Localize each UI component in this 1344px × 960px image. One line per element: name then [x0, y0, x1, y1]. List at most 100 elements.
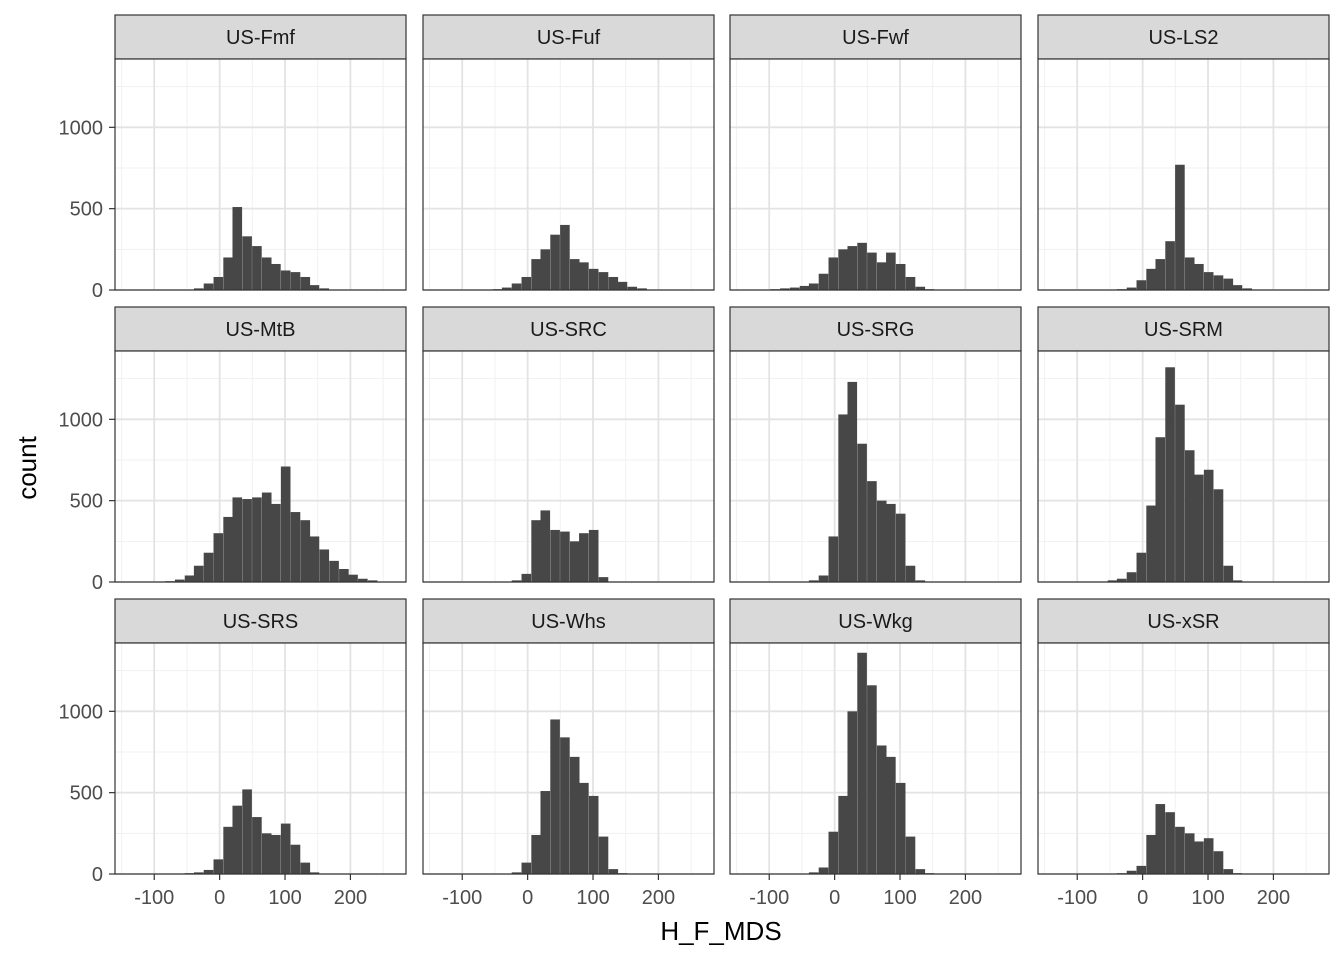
histogram-bar: [1126, 287, 1137, 290]
histogram-bar: [1203, 469, 1214, 582]
histogram-bar: [348, 574, 358, 582]
histogram-bar: [1194, 474, 1204, 582]
histogram-bar: [857, 652, 867, 874]
histogram-bar: [867, 252, 877, 290]
histogram-bar: [1223, 565, 1234, 582]
histogram-bar: [608, 276, 619, 290]
histogram-bar: [1203, 838, 1214, 874]
panel-border: [729, 350, 1022, 583]
histogram-bar: [560, 737, 570, 874]
facet-plot-area: -100 0 100 200: [729, 642, 1022, 909]
histogram-bar: [895, 782, 906, 874]
histogram-bar: [808, 283, 819, 290]
facet-strip-label: US-Fuf: [537, 27, 601, 49]
x-tick-label: 100: [1191, 887, 1224, 909]
histogram-bar: [280, 466, 291, 582]
x-tick-label: 0: [214, 887, 225, 909]
y-tick-label: 1000: [59, 701, 104, 723]
histogram-bar: [627, 286, 638, 290]
facet-strip-label: US-Fwf: [842, 27, 909, 49]
y-tick-label: 500: [70, 783, 103, 805]
facet-plot-area: [1037, 350, 1330, 583]
panel-border: [1037, 58, 1330, 291]
panel-border: [729, 642, 1022, 875]
histogram-bar: [588, 529, 599, 582]
histogram-bar: [521, 573, 532, 582]
histogram-bar: [521, 862, 532, 874]
x-tick-label: -100: [749, 887, 789, 909]
histogram-bar: [867, 685, 877, 874]
histogram-bar: [808, 580, 819, 582]
histogram-bar: [789, 287, 800, 290]
histogram-bar: [1184, 450, 1195, 582]
histogram-bar: [1194, 263, 1204, 290]
histogram-bar: [617, 281, 628, 290]
histogram-bar: [1126, 870, 1137, 874]
histogram-bar: [1175, 164, 1185, 290]
y-axis-title: count: [12, 435, 42, 499]
panel-border: [1037, 350, 1330, 583]
histogram-bar: [886, 756, 896, 874]
facet-strip: [729, 598, 1022, 644]
histogram-bar: [915, 580, 926, 582]
histogram-bar: [847, 246, 858, 290]
histogram-bar: [1242, 288, 1253, 290]
histogram-bar: [1165, 367, 1175, 582]
histogram-bar: [511, 580, 522, 582]
facet-strip-label: US-Whs: [531, 611, 605, 633]
histogram-bar: [290, 844, 301, 874]
histogram-bar: [242, 499, 252, 582]
histogram-bar: [213, 276, 224, 290]
histogram-bar: [808, 872, 819, 874]
x-tick-label: 200: [1257, 887, 1290, 909]
histogram-bar: [511, 283, 522, 290]
histogram-bar: [242, 236, 252, 290]
histogram-bar: [569, 756, 580, 874]
histogram-bar: [1213, 489, 1224, 582]
histogram-bar: [252, 497, 262, 582]
histogram-bar: [309, 285, 320, 290]
histogram-bar: [828, 831, 839, 874]
facet-panel: US-SRS 0 500 1000 -100 0 100 200: [59, 598, 407, 909]
histogram-bar: [290, 272, 301, 290]
x-tick-label: -100: [442, 887, 482, 909]
histogram-bar: [857, 443, 867, 582]
histogram-bar: [1213, 851, 1224, 874]
histogram-bar: [598, 577, 609, 582]
histogram-bar: [203, 283, 214, 290]
histogram-bar: [579, 782, 589, 874]
histogram-bar: [1146, 834, 1156, 874]
histogram-bar: [540, 510, 551, 582]
histogram-bar: [905, 276, 916, 290]
histogram-bar: [329, 560, 339, 582]
histogram-bar: [1203, 272, 1214, 290]
histogram-bar: [818, 575, 829, 582]
x-tick-label: 200: [949, 887, 982, 909]
histogram-bar: [598, 836, 609, 874]
x-tick-label: -100: [1057, 887, 1097, 909]
histogram-bar: [309, 872, 320, 874]
facet-strip: [114, 598, 407, 644]
histogram-bar: [1146, 505, 1156, 582]
facet-plot-area: 0 500 1000: [59, 58, 407, 302]
histogram-bar: [588, 268, 599, 290]
facet-strip: [114, 14, 407, 60]
histogram-bar: [1146, 268, 1156, 290]
histogram-bar: [847, 711, 858, 874]
histogram-bar: [261, 257, 272, 290]
panel-border: [114, 642, 407, 875]
facet-strip-label: US-LS2: [1148, 27, 1218, 49]
histogram-bar: [838, 414, 848, 582]
histogram-bar: [213, 533, 224, 582]
histogram-bar: [242, 789, 252, 874]
panel-border: [422, 350, 715, 583]
panel-border: [422, 642, 715, 875]
histogram-bar: [1126, 572, 1137, 582]
facet-panel: US-LS2: [1037, 14, 1330, 291]
histogram-bar: [895, 263, 906, 290]
histogram-bar: [905, 565, 916, 582]
histogram-bar: [838, 249, 848, 290]
x-axis-title: H_F_MDS: [660, 916, 781, 946]
histogram-bar: [915, 869, 926, 874]
